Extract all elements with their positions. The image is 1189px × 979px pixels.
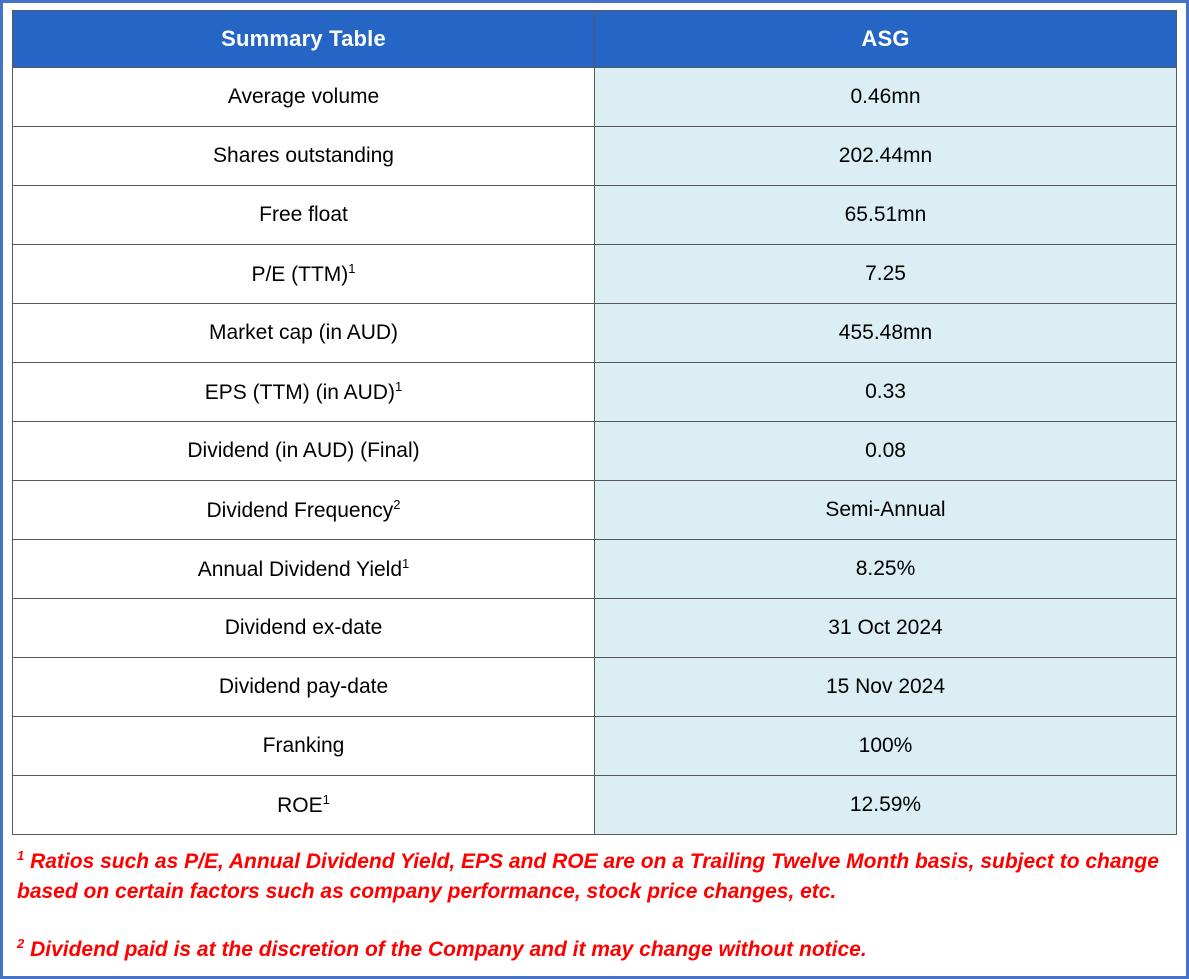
table-row: Annual Dividend Yield1 8.25% — [12, 539, 1177, 599]
row-value: 8.25% — [594, 539, 1177, 599]
footnote-marker: 1 — [17, 848, 25, 863]
footnote-marker: 1 — [402, 556, 410, 571]
row-label: Dividend pay-date — [12, 657, 595, 717]
row-value: 0.46mn — [594, 67, 1177, 127]
row-value: 7.25 — [594, 244, 1177, 304]
row-label: Annual Dividend Yield1 — [12, 539, 595, 599]
row-label: Franking — [12, 716, 595, 776]
footnote-marker: 1 — [322, 792, 330, 807]
row-label: EPS (TTM) (in AUD)1 — [12, 362, 595, 422]
footnote: 1 Ratios such as P/E, Annual Dividend Yi… — [17, 848, 1159, 903]
table-row: Dividend Frequency2 Semi-Annual — [12, 480, 1177, 540]
footnote: 2 Dividend paid is at the discretion of … — [17, 935, 867, 961]
row-value: 0.08 — [594, 421, 1177, 481]
table-row: Average volume 0.46mn — [12, 67, 1177, 127]
row-value: Semi-Annual — [594, 480, 1177, 540]
row-label: ROE1 — [12, 775, 595, 835]
row-label: P/E (TTM)1 — [12, 244, 595, 304]
table-row: Franking 100% — [12, 716, 1177, 776]
row-value: 65.51mn — [594, 185, 1177, 245]
table-row: Free float 65.51mn — [12, 185, 1177, 245]
row-value: 0.33 — [594, 362, 1177, 422]
row-label: Market cap (in AUD) — [12, 303, 595, 363]
row-value: 31 Oct 2024 — [594, 598, 1177, 658]
table-row: ROE1 12.59% — [12, 775, 1177, 835]
row-value: 202.44mn — [594, 126, 1177, 186]
table-body: Average volume 0.46mn Shares outstanding 20… — [12, 67, 1177, 835]
row-value: 455.48mn — [594, 303, 1177, 363]
table-row: P/E (TTM)1 7.25 — [12, 244, 1177, 304]
row-value: 12.59% — [594, 775, 1177, 835]
row-label: Dividend ex-date — [12, 598, 595, 658]
footnote-marker: 2 — [17, 935, 25, 951]
table-row: Dividend pay-date 15 Nov 2024 — [12, 657, 1177, 717]
header-cell-asg: ASG — [594, 10, 1177, 68]
table-row: Dividend (in AUD) (Final) 0.08 — [12, 421, 1177, 481]
row-label: Dividend Frequency2 — [12, 480, 595, 540]
table-row: Market cap (in AUD) 455.48mn — [12, 303, 1177, 363]
table-row: Shares outstanding 202.44mn — [12, 126, 1177, 186]
table-row: Dividend ex-date 31 Oct 2024 — [12, 598, 1177, 658]
footnotes: 1 Ratios such as P/E, Annual Dividend Yi… — [12, 835, 1177, 964]
footnote-marker: 2 — [393, 497, 401, 512]
table-row: EPS (TTM) (in AUD)1 0.33 — [12, 362, 1177, 422]
header-cell-summary-table: Summary Table — [12, 10, 595, 68]
row-label: Average volume — [12, 67, 595, 127]
row-label: Shares outstanding — [12, 126, 595, 186]
row-value: 100% — [594, 716, 1177, 776]
row-label: Dividend (in AUD) (Final) — [12, 421, 595, 481]
footnote-marker: 1 — [348, 261, 356, 276]
footnote-marker: 1 — [394, 379, 403, 394]
summary-table: Summary Table ASG Average volume 0.46mn Sh… — [12, 10, 1177, 835]
row-label: Free float — [12, 185, 595, 245]
table-header-row: Summary Table ASG — [12, 10, 1177, 68]
row-value: 15 Nov 2024 — [594, 657, 1177, 717]
